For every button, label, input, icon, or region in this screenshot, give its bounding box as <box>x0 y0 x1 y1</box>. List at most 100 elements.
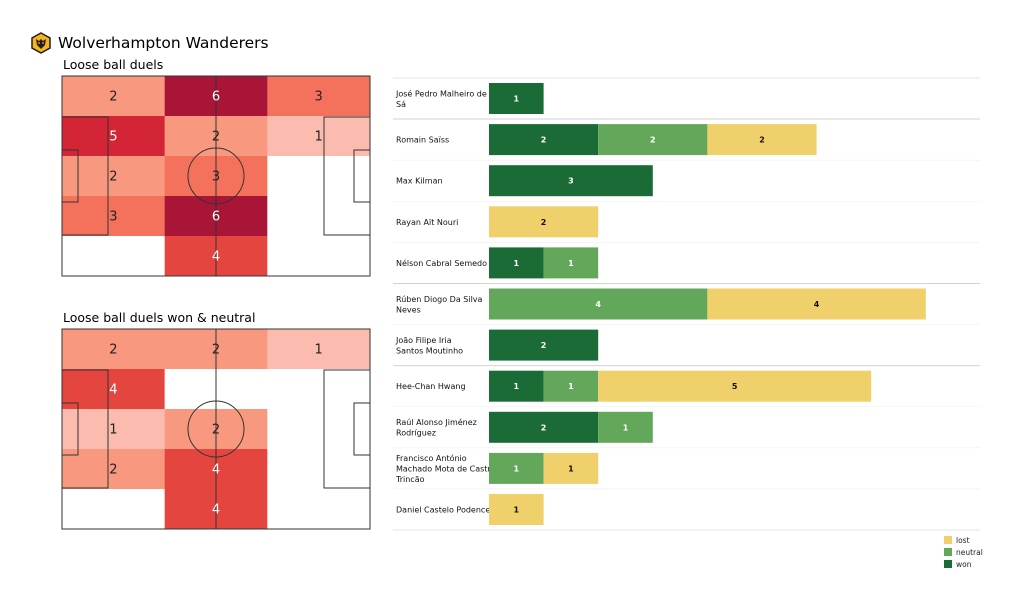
player-label: Raúl Alonso Jiménez Rodríguez <box>396 417 477 438</box>
bar-segment-won <box>489 411 599 443</box>
heatmap-cell-label: 2 <box>212 343 220 358</box>
heatmap-cell-label: 3 <box>109 210 117 225</box>
pitch-2: 2 2 1 4 1 2 2 4 4 <box>61 328 371 530</box>
heatmap-cell-label: 4 <box>212 503 220 518</box>
heatmap-cell-label: 2 <box>109 463 117 478</box>
bar-value-label: 1 <box>514 506 520 515</box>
bar-value-label: 1 <box>568 259 574 268</box>
bar-value-label: 5 <box>732 382 738 391</box>
bar-segment-neutral <box>598 411 653 443</box>
wolves-crest-icon <box>31 32 51 54</box>
team-name: Wolverhampton Wanderers <box>58 34 269 52</box>
heatmap-cell-label: 4 <box>212 463 220 478</box>
heatmap-cell-label: 2 <box>212 130 220 145</box>
heatmap-cell <box>267 369 371 410</box>
player-label: Romain Saïss <box>396 136 449 145</box>
player-label: Hee-Chan Hwang <box>396 382 466 391</box>
bar-segment-lost <box>543 452 599 484</box>
bar-segment-lost <box>707 124 817 156</box>
heatmap-cell <box>267 409 371 450</box>
bar-value-label: 2 <box>541 341 547 350</box>
bar-segment-neutral <box>489 452 544 484</box>
player-label: Rúben Diogo Da Silva Neves <box>396 295 483 315</box>
legend-swatch-won <box>944 560 952 568</box>
six-yard-box-right <box>353 402 371 456</box>
centre-circle <box>187 400 245 458</box>
centre-circle <box>187 147 245 205</box>
bar-segment-lost <box>598 370 872 402</box>
player-label: Francisco António Machado Mota de Castro T… <box>395 453 496 484</box>
bar-value-label: 2 <box>759 136 765 145</box>
heatmap-cell-label: 2 <box>109 343 117 358</box>
legend-label-won: won <box>956 560 972 569</box>
bar-segment-lost <box>489 494 544 525</box>
bar-segment-won <box>489 329 599 361</box>
heatmap-cell-label: 2 <box>212 423 220 438</box>
heatmap-cell-label: 2 <box>109 170 117 185</box>
heatmap-cell <box>62 76 165 117</box>
bar-value-label: 2 <box>541 218 547 227</box>
heatmap-cell <box>62 489 165 530</box>
pitch-1: 2 6 3 5 2 1 2 3 3 6 4 <box>61 75 371 277</box>
bar-value-label: 1 <box>514 95 520 104</box>
heatmap-cell-label: 3 <box>315 90 323 105</box>
heatmap-cell <box>62 196 165 237</box>
bar-value-label: 2 <box>650 136 656 145</box>
bar-segment-neutral <box>543 370 599 402</box>
heatmap-cell-label: 1 <box>315 343 323 358</box>
player-label: João Filipe Iria Santos Moutinho <box>395 336 463 356</box>
bar-segment-won <box>489 165 653 197</box>
legend-label-lost: lost <box>956 536 970 545</box>
chart-legend: lost neutral won <box>944 536 983 569</box>
heatmap-cell-label: 1 <box>109 423 117 438</box>
bar-value-label: 4 <box>595 300 601 309</box>
heatmap-cell <box>267 449 371 490</box>
player-label: José Pedro Malheiro de Sá <box>395 88 487 109</box>
six-yard-box-left <box>61 402 79 456</box>
bar-value-label: 1 <box>568 464 574 473</box>
bar-segment-won <box>489 124 599 156</box>
bar-value-label: 4 <box>814 300 820 309</box>
heatmap-cell-label: 1 <box>315 130 323 145</box>
player-label: Rayan Aït Nouri <box>396 218 458 227</box>
bar-value-label: 1 <box>568 382 574 391</box>
player-label: Max Kilman <box>396 177 443 186</box>
player-label: Daniel Castelo Podence <box>396 506 490 515</box>
six-yard-box-left <box>61 149 79 203</box>
heatmap-cell-label: 5 <box>109 130 117 145</box>
pitch-title-duels: Loose ball duels <box>63 57 164 72</box>
heatmap-cell-label: 2 <box>109 90 117 105</box>
heatmap-cell <box>267 76 371 117</box>
heatmap-cell-label: 6 <box>212 210 220 225</box>
heatmap-cell <box>62 236 165 277</box>
bar-value-label: 2 <box>541 423 547 432</box>
bar-segment-neutral <box>489 288 708 320</box>
bar-value-label: 1 <box>623 423 629 432</box>
heatmap-cell-label: 3 <box>212 170 220 185</box>
bar-value-label: 3 <box>568 177 574 186</box>
chart-header: Wolverhampton Wanderers <box>30 30 269 56</box>
six-yard-box-right <box>353 149 371 203</box>
bar-segment-neutral <box>543 247 599 279</box>
heatmap-cell <box>62 329 165 370</box>
heatmap-cell-label: 4 <box>212 250 220 265</box>
player-label: Nélson Cabral Semedo <box>396 258 487 268</box>
bar-segment-won <box>489 83 544 114</box>
bar-value-label: 1 <box>514 259 520 268</box>
legend-swatch-neutral <box>944 548 952 556</box>
bar-segment-lost <box>489 206 599 238</box>
pitch-title-won-neutral: Loose ball duels won & neutral <box>63 310 256 325</box>
heatmap-cell <box>267 329 371 370</box>
bar-value-label: 1 <box>514 464 520 473</box>
heatmap-cell <box>62 369 165 410</box>
heatmap-cell-label: 4 <box>109 383 117 398</box>
heatmap-cell <box>267 156 371 197</box>
heatmap-cell <box>62 409 165 450</box>
heatmap-cell <box>62 449 165 490</box>
bar-segment-lost <box>707 288 926 320</box>
heatmap-cell <box>62 156 165 197</box>
heatmap-cell <box>267 489 371 530</box>
bar-value-label: 1 <box>514 382 520 391</box>
bar-segment-won <box>489 370 544 402</box>
